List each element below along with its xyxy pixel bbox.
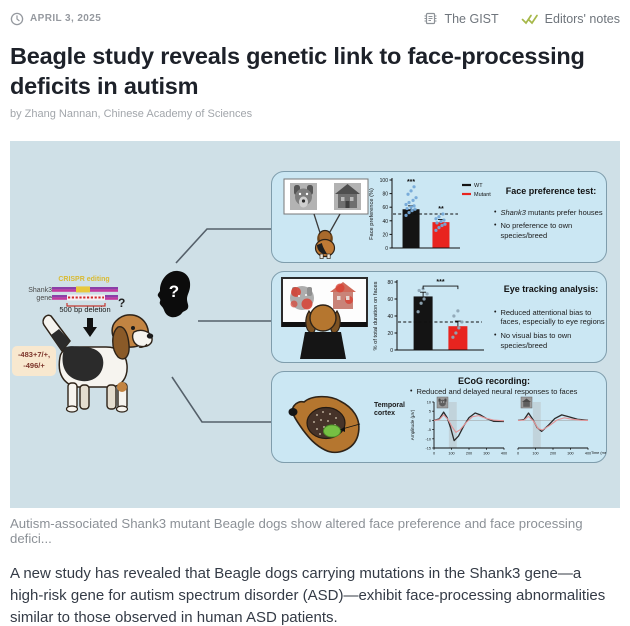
svg-text:300: 300 <box>567 451 573 455</box>
panel-title: ECoG recording: <box>457 375 530 386</box>
svg-text:200: 200 <box>466 451 472 455</box>
shank3-gene-label: Shank3 gene <box>28 286 52 302</box>
svg-text:10: 10 <box>427 400 431 404</box>
date-label: APRIL 3, 2025 <box>30 13 102 24</box>
svg-text:0: 0 <box>433 451 435 455</box>
svg-text:20: 20 <box>387 331 393 337</box>
head-question-mark: ? <box>168 281 180 301</box>
article-byline: by Zhang Nannan, Chinese Academy of Scie… <box>10 107 253 120</box>
svg-text:**: ** <box>438 206 444 213</box>
ecog-chart: 0 100 200 300 400 10 5 0 -5 -10 -15 Amplitude (μV) 0… <box>406 394 609 465</box>
meta-links: The GIST Editors' notes <box>423 11 620 26</box>
meta-bar: APRIL 3, 2025 The GIST Editors' notes <box>10 0 620 26</box>
svg-text:100: 100 <box>380 178 389 184</box>
genotype-line: -496/+ <box>23 360 45 370</box>
panel-eye-tracking: 0 20 40 60 80 % of total duration on faces ***… <box>271 270 607 363</box>
svg-text:80: 80 <box>387 280 393 286</box>
svg-text:WT: WT <box>474 183 483 189</box>
svg-text:***: *** <box>407 178 415 185</box>
panel-bullets: • Reduced attentional bias to faces, esp… <box>494 304 606 351</box>
gist-label: The GIST <box>444 11 499 26</box>
panel-bullet: • Shank3 mutants prefer houses <box>494 207 603 217</box>
genotype-line: -483+7/+, <box>17 350 51 360</box>
eye-tracking-chart: 0 20 40 60 80 % of total duration on faces *** <box>370 274 490 367</box>
viewing-dog-illustration <box>314 229 336 259</box>
down-arrow-icon <box>83 317 97 337</box>
panel-bullet: • No visual bias to own species/breed <box>494 331 572 350</box>
crispr-editing-label: CRISPR editing <box>58 275 110 283</box>
svg-text:0: 0 <box>390 348 393 354</box>
panel-title: Face preference test: <box>505 185 597 196</box>
svg-text:60: 60 <box>382 205 388 211</box>
svg-text:400: 400 <box>501 451 507 455</box>
chip-icon <box>424 12 437 25</box>
connector-lines <box>171 227 271 423</box>
double-check-icon <box>521 14 538 24</box>
figure-caption: Autism-associated Shank3 mutant Beagle d… <box>10 515 583 546</box>
svg-text:100: 100 <box>448 451 454 455</box>
svg-text:0: 0 <box>385 246 388 252</box>
dog-heatmap-thumb <box>290 285 314 310</box>
svg-text:5: 5 <box>429 409 431 413</box>
clock-icon <box>10 12 24 25</box>
panel-face-preference: 0 20 40 60 80 100 Face preference (%) *** ** WT Mu… <box>271 170 607 265</box>
svg-text:40: 40 <box>387 314 393 320</box>
svg-text:0: 0 <box>517 451 519 455</box>
panel-title: Eye tracking analysis: <box>503 283 599 294</box>
head-silhouette <box>157 270 191 317</box>
beagle-illustration <box>42 313 154 413</box>
panel-bullets: • Shank3 mutants prefer houses • No pref… <box>494 204 606 241</box>
gene-diagram <box>52 286 118 307</box>
svg-text:-10: -10 <box>426 437 432 441</box>
svg-text:300: 300 <box>483 451 489 455</box>
editors-notes-label: Editors' notes <box>544 11 620 26</box>
house-thumb <box>334 182 361 210</box>
temporal-cortex-label: Temporal cortex <box>374 401 405 417</box>
svg-text:Amplitude (μV): Amplitude (μV) <box>410 409 415 440</box>
svg-text:200: 200 <box>550 451 556 455</box>
figure-graphic: CRISPR editing Shank3 gene 500 bp deleti… <box>10 140 620 508</box>
date-row: APRIL 3, 2025 <box>10 12 101 26</box>
genotype-box: -483+7/+, -496/+ <box>12 345 56 376</box>
dog-brain-illustration <box>288 395 361 453</box>
article-title: Beagle study reveals genetic link to fac… <box>10 43 585 99</box>
editors-notes-link[interactable]: Editors' notes <box>521 12 620 26</box>
svg-text:-5: -5 <box>428 428 431 432</box>
svg-text:Face preference (%): Face preference (%) <box>369 188 375 240</box>
svg-text:0: 0 <box>429 419 431 423</box>
svg-text:80: 80 <box>382 191 388 197</box>
dog-face-thumb <box>290 182 317 210</box>
svg-text:Mutant: Mutant <box>474 192 491 198</box>
monitor-illustration <box>281 276 368 359</box>
watching-dog-illustration <box>300 303 346 359</box>
gist-link[interactable]: The GIST <box>423 11 499 26</box>
panel-ecog: ECoG recording: • Reduced and delayed ne… <box>271 370 609 465</box>
panel-bullet: • Reduced and delayed neural responses t… <box>410 386 578 396</box>
house-heatmap-thumb <box>330 281 356 309</box>
svg-text:100: 100 <box>532 451 538 455</box>
question-mark: ? <box>118 295 126 310</box>
panel-bullet: • No preference to own species/breed <box>494 221 573 241</box>
svg-text:400: 400 <box>585 451 591 455</box>
svg-text:% of total duration on faces: % of total duration on faces <box>373 281 379 350</box>
svg-text:***: *** <box>436 279 444 286</box>
svg-text:-15: -15 <box>426 446 432 450</box>
svg-text:Time (ms): Time (ms) <box>591 451 606 455</box>
svg-text:60: 60 <box>387 297 393 303</box>
face-preference-chart: 0 20 40 60 80 100 Face preference (%) *** ** WT Mu… <box>366 174 494 265</box>
panel-bullets: • Reduced and delayed neural responses t… <box>410 387 600 397</box>
stimulus-illustration <box>283 178 369 259</box>
svg-text:40: 40 <box>382 218 388 224</box>
deletion-label: 500 bp deletion <box>59 304 111 314</box>
article-body: A new study has revealed that Beagle dog… <box>10 564 606 626</box>
panel-bullet: • Reduced attentional bias to faces, esp… <box>494 307 605 327</box>
svg-text:20: 20 <box>382 232 388 238</box>
